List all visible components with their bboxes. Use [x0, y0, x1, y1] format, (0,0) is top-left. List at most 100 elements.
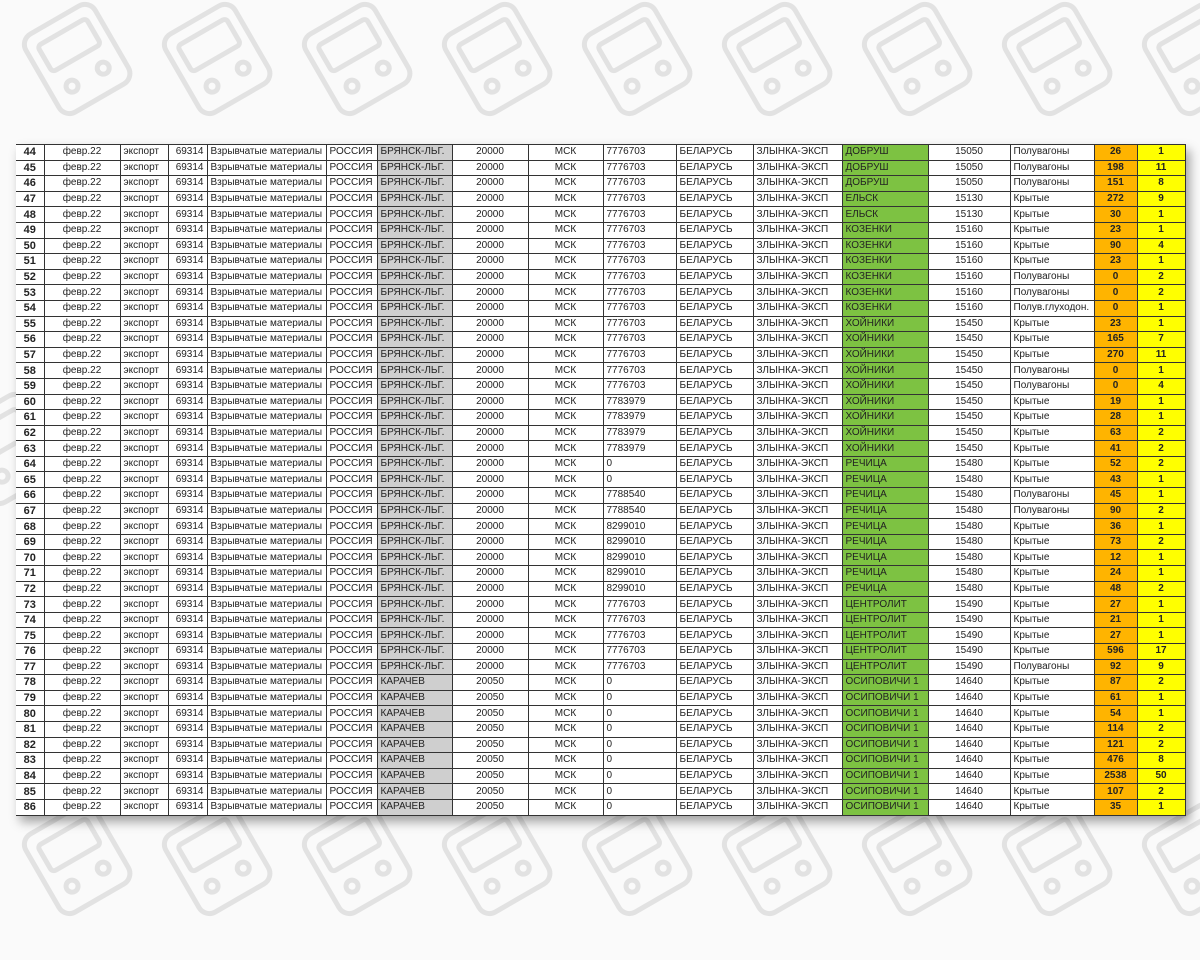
tons-cell[interactable]: 23 [1093, 221, 1138, 239]
destination-station-code-cell[interactable]: 15450 [927, 393, 1011, 411]
origin-station-code-cell[interactable]: 20000 [451, 362, 529, 379]
wagon-count-cell[interactable]: 1 [1136, 487, 1186, 504]
destination-station-cell[interactable]: РЕЧИЦА [841, 487, 929, 504]
destination-country-cell[interactable]: БЕЛАРУСЬ [675, 487, 754, 504]
row-number-cell[interactable]: 70 [16, 549, 45, 567]
shipper-code-cell[interactable]: 7788540 [602, 502, 677, 520]
date-cell[interactable]: февр.22 [43, 190, 121, 208]
cargo-name-cell[interactable]: Взрывчатые материалы [206, 237, 327, 255]
wagon-count-cell[interactable]: 2 [1136, 268, 1186, 286]
destination-station-code-cell[interactable]: 15450 [927, 331, 1011, 348]
wagon-type-cell[interactable]: Полувагоны [1009, 175, 1095, 192]
direction-cell[interactable]: экспорт [119, 627, 169, 644]
wagon-count-cell[interactable]: 1 [1136, 565, 1186, 582]
cargo-name-cell[interactable]: Взрывчатые материалы [206, 565, 327, 582]
origin-country-cell[interactable]: РОССИЯ [325, 377, 378, 395]
destination-country-cell[interactable]: БЕЛАРУСЬ [675, 299, 754, 317]
origin-station-cell[interactable]: БРЯНСК-ЛЬГ. [376, 627, 453, 644]
wagon-count-cell[interactable]: 2 [1136, 720, 1186, 738]
railway-cell[interactable]: МСК [527, 331, 604, 348]
direction-cell[interactable]: экспорт [119, 549, 169, 567]
border-station-cell[interactable]: ЗЛЫНКА-ЭКСП [752, 658, 843, 676]
origin-country-cell[interactable]: РОССИЯ [325, 409, 378, 426]
railway-cell[interactable]: МСК [527, 705, 604, 722]
row-number-cell[interactable]: 64 [16, 455, 45, 473]
wagon-type-cell[interactable]: Крытые [1009, 580, 1095, 598]
direction-cell[interactable]: экспорт [119, 643, 169, 660]
destination-country-cell[interactable]: БЕЛАРУСЬ [675, 502, 754, 520]
date-cell[interactable]: февр.22 [43, 533, 121, 551]
destination-station-code-cell[interactable]: 15130 [927, 206, 1011, 223]
wagon-type-cell[interactable]: Крытые [1009, 643, 1095, 660]
border-station-cell[interactable]: ЗЛЫНКА-ЭКСП [752, 798, 843, 816]
border-station-cell[interactable]: ЗЛЫНКА-ЭКСП [752, 487, 843, 504]
wagon-type-cell[interactable]: Крытые [1009, 549, 1095, 567]
origin-station-cell[interactable]: БРЯНСК-ЛЬГ. [376, 346, 453, 364]
origin-station-code-cell[interactable]: 20000 [451, 331, 529, 348]
destination-country-cell[interactable]: БЕЛАРУСЬ [675, 221, 754, 239]
railway-cell[interactable]: МСК [527, 268, 604, 286]
origin-station-cell[interactable]: БРЯНСК-ЛЬГ. [376, 455, 453, 473]
shipper-code-cell[interactable]: 7776703 [602, 611, 677, 629]
cargo-code-cell[interactable]: 69314 [167, 206, 208, 223]
origin-station-cell[interactable]: БРЯНСК-ЛЬГ. [376, 596, 453, 613]
date-cell[interactable]: февр.22 [43, 674, 121, 691]
destination-station-cell[interactable]: ХОЙНИКИ [841, 440, 929, 457]
date-cell[interactable]: февр.22 [43, 518, 121, 535]
wagon-count-cell[interactable]: 1 [1136, 549, 1186, 567]
row-number-cell[interactable]: 49 [16, 221, 45, 239]
date-cell[interactable]: февр.22 [43, 424, 121, 442]
destination-station-code-cell[interactable]: 15160 [927, 237, 1011, 255]
cargo-name-cell[interactable]: Взрывчатые материалы [206, 798, 327, 816]
destination-station-code-cell[interactable]: 14640 [927, 705, 1011, 722]
shipper-code-cell[interactable]: 0 [602, 720, 677, 738]
origin-station-cell[interactable]: БРЯНСК-ЛЬГ. [376, 393, 453, 411]
railway-cell[interactable]: МСК [527, 596, 604, 613]
wagon-type-cell[interactable]: Полувагоны [1009, 362, 1095, 379]
direction-cell[interactable]: экспорт [119, 596, 169, 613]
wagon-count-cell[interactable]: 1 [1136, 221, 1186, 239]
wagon-count-cell[interactable]: 1 [1136, 689, 1186, 707]
railway-cell[interactable]: МСК [527, 346, 604, 364]
border-station-cell[interactable]: ЗЛЫНКА-ЭКСП [752, 362, 843, 379]
border-station-cell[interactable]: ЗЛЫНКА-ЭКСП [752, 720, 843, 738]
row-number-cell[interactable]: 84 [16, 767, 45, 785]
wagon-count-cell[interactable]: 4 [1136, 237, 1186, 255]
border-station-cell[interactable]: ЗЛЫНКА-ЭКСП [752, 253, 843, 270]
row-number-cell[interactable]: 71 [16, 565, 45, 582]
tons-cell[interactable]: 165 [1093, 331, 1138, 348]
origin-station-code-cell[interactable]: 20050 [451, 798, 529, 816]
direction-cell[interactable]: экспорт [119, 315, 169, 333]
date-cell[interactable]: февр.22 [43, 393, 121, 411]
destination-station-cell[interactable]: КОЗЕНКИ [841, 237, 929, 255]
cargo-code-cell[interactable]: 69314 [167, 237, 208, 255]
destination-station-code-cell[interactable]: 14640 [927, 752, 1011, 769]
direction-cell[interactable]: экспорт [119, 674, 169, 691]
tons-cell[interactable]: 151 [1093, 175, 1138, 192]
destination-station-code-cell[interactable]: 15490 [927, 658, 1011, 676]
wagon-count-cell[interactable]: 2 [1136, 284, 1186, 301]
wagon-count-cell[interactable]: 2 [1136, 674, 1186, 691]
origin-country-cell[interactable]: РОССИЯ [325, 611, 378, 629]
shipper-code-cell[interactable]: 7776703 [602, 284, 677, 301]
railway-cell[interactable]: МСК [527, 533, 604, 551]
wagon-count-cell[interactable]: 2 [1136, 533, 1186, 551]
wagon-type-cell[interactable]: Полувагоны [1009, 487, 1095, 504]
destination-country-cell[interactable]: БЕЛАРУСЬ [675, 689, 754, 707]
destination-country-cell[interactable]: БЕЛАРУСЬ [675, 752, 754, 769]
railway-cell[interactable]: МСК [527, 658, 604, 676]
shipper-code-cell[interactable]: 0 [602, 689, 677, 707]
destination-station-code-cell[interactable]: 15480 [927, 502, 1011, 520]
direction-cell[interactable]: экспорт [119, 720, 169, 738]
railway-cell[interactable]: МСК [527, 237, 604, 255]
origin-country-cell[interactable]: РОССИЯ [325, 315, 378, 333]
tons-cell[interactable]: 21 [1093, 611, 1138, 629]
destination-station-cell[interactable]: КОЗЕНКИ [841, 221, 929, 239]
row-number-cell[interactable]: 83 [16, 752, 45, 769]
wagon-type-cell[interactable]: Крытые [1009, 798, 1095, 816]
tons-cell[interactable]: 0 [1093, 362, 1138, 379]
row-number-cell[interactable]: 53 [16, 284, 45, 301]
cargo-name-cell[interactable]: Взрывчатые материалы [206, 284, 327, 301]
tons-cell[interactable]: 23 [1093, 315, 1138, 333]
direction-cell[interactable]: экспорт [119, 237, 169, 255]
